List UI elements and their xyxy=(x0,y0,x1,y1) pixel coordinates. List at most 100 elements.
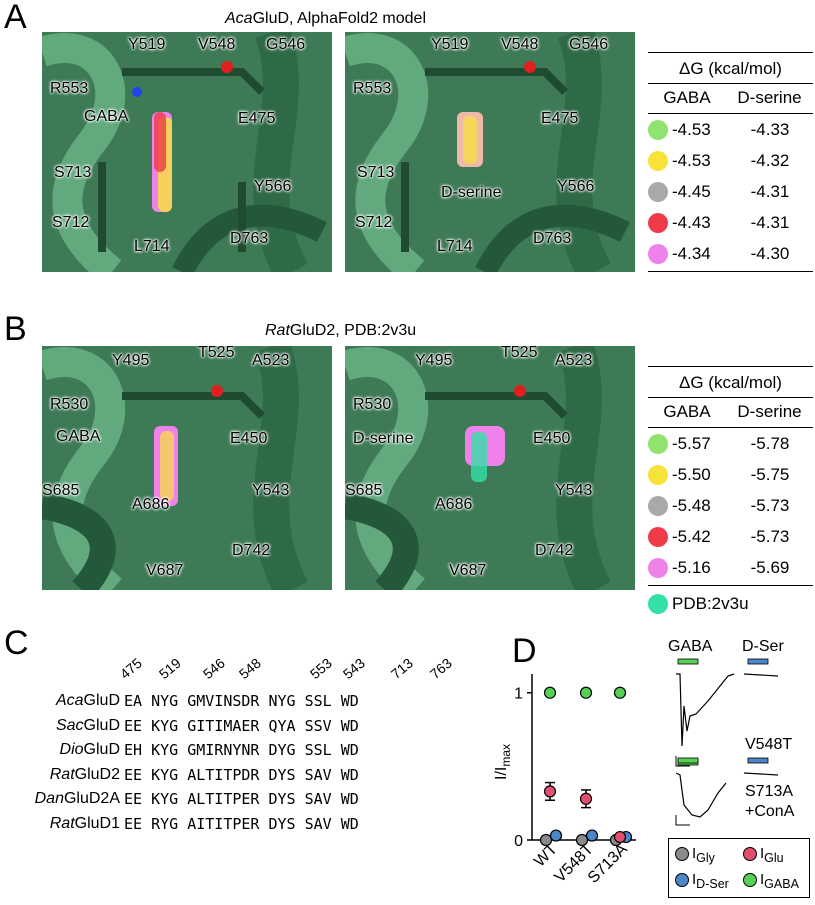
dg-dserine-value: -5.78 xyxy=(750,433,790,453)
structure-image-a-left: Y519 V548 G546 R553 GABA E475 S713 Y566 … xyxy=(42,32,332,272)
data-point-glu xyxy=(579,792,593,805)
mutant-dser-trace xyxy=(743,772,779,776)
dg-dserine-value: -4.30 xyxy=(750,243,790,263)
species-suffix: GluD2A xyxy=(63,790,120,807)
dg-gaba-value: -4.53 xyxy=(672,119,711,139)
alignment-row: DanGluD2A EE KYG ALTITPER DYS SAV WD xyxy=(20,790,480,814)
legend-sub: Gly xyxy=(696,851,715,865)
residue-label: V548 xyxy=(198,36,236,53)
y-tick-label: 0 xyxy=(514,833,523,850)
residue-label: S685 xyxy=(345,482,383,499)
sequence-text: EA NYG GMVINSDR NYG SSL WD xyxy=(124,692,359,710)
gaba-application-bar xyxy=(677,658,699,665)
species-suffix: GluD2 xyxy=(74,765,120,783)
species-name: SacGluD xyxy=(56,717,120,735)
dg-dserine-value: -5.73 xyxy=(750,526,790,546)
residue-label: Y566 xyxy=(557,178,595,195)
protein-ribbon-art xyxy=(42,32,327,272)
residue-position-number: 546 xyxy=(199,654,228,682)
dg-table-rule-top xyxy=(648,52,813,53)
scale-bar xyxy=(675,756,690,767)
color-swatch xyxy=(648,119,668,140)
panel-a-label: A xyxy=(4,0,27,36)
color-swatch xyxy=(648,212,668,233)
species-prefix: Dio xyxy=(59,741,84,758)
dg-gaba-value: -4.43 xyxy=(672,212,711,232)
residue-position-number: 763 xyxy=(426,654,455,682)
species-name: RatGluD1 xyxy=(50,815,120,833)
panel-c-label: C xyxy=(4,624,29,662)
dg-col-gaba: GABA xyxy=(663,402,711,421)
dg-table-row: -5.57 -5.78 xyxy=(648,428,813,459)
data-point-d-ser xyxy=(549,829,563,842)
sequence-text: EH KYG GMIRNYNR DYG SSL WD xyxy=(124,741,359,759)
panel-a-title: AcaGluD, AlphaFold2 model xyxy=(225,10,426,28)
color-swatch xyxy=(648,526,668,547)
dg-table-colheads: GABA D-serine xyxy=(648,84,813,108)
dg-table-row: -4.53 -4.32 xyxy=(648,145,813,176)
sequence-alignment: 475 519 546 548 553 543 713 763 AcaGluD EA NYG G… xyxy=(20,650,480,860)
species-prefix: Aca xyxy=(55,692,84,709)
species-prefix: Rat xyxy=(49,814,75,832)
residue-label: G546 xyxy=(569,36,609,53)
dg-table-row: -5.16 -5.69 xyxy=(648,552,813,583)
color-swatch xyxy=(648,433,668,454)
alignment-row: DioGluD EH KYG GMIRNYNR DYG SSL WD xyxy=(20,741,480,765)
residue-label: R530 xyxy=(353,396,392,413)
dg-dserine-value: -5.69 xyxy=(750,557,790,577)
residue-label: S713 xyxy=(357,164,395,181)
residue-label: V687 xyxy=(449,562,487,579)
color-swatch xyxy=(648,557,668,578)
dg-gaba-value: -5.50 xyxy=(672,464,711,484)
protein-ribbon-art xyxy=(345,32,630,272)
legend-item-gaba: IGABA xyxy=(743,871,799,891)
residue-label: A686 xyxy=(435,496,473,513)
residue-label: G546 xyxy=(266,36,306,53)
residue-label: V548 xyxy=(501,36,539,53)
residue-label: V687 xyxy=(146,562,184,579)
cona-label: +ConA xyxy=(745,803,795,820)
dg-table-rule xyxy=(648,113,813,114)
dg-table-row: -5.50 -5.75 xyxy=(648,459,813,490)
dg-table-rule-bottom xyxy=(648,585,813,586)
legend-symbol: I xyxy=(760,845,765,862)
electrophysiology-traces-2 xyxy=(675,757,779,826)
chart-legend: IGly IGlu ID-Ser IGABA xyxy=(668,838,810,898)
ligand-label: GABA xyxy=(56,428,101,445)
dg-table-rows: -5.57 -5.78 -5.50 -5.75 -5.48 -5.73 -5.42 -5.73… xyxy=(648,428,813,583)
residue-label: T525 xyxy=(198,346,235,361)
dg-table-header: ΔG (kcal/mol) xyxy=(648,367,813,398)
dg-table-a: ΔG (kcal/mol) GABA D-serine -4.53 -4.33 -4… xyxy=(648,52,813,272)
y-tick-label: 1 xyxy=(514,686,523,703)
dg-table-row: -4.53 -4.33 xyxy=(648,114,813,145)
alignment-row: RatGluD1 EE RYG AITITPER DYS SAV WD xyxy=(20,815,480,839)
residue-label: A523 xyxy=(555,352,593,369)
data-point-gly xyxy=(575,833,589,847)
dg-dserine-value: -4.32 xyxy=(750,150,790,170)
residue-label: Y543 xyxy=(555,482,593,499)
dser-trace-label: D-Ser xyxy=(742,638,784,655)
panel-b-title-rest: GluD2, PDB:2v3u xyxy=(289,322,417,339)
legend-dot xyxy=(743,873,757,888)
species-name: AcaGluD xyxy=(56,692,120,710)
residue-label: R530 xyxy=(50,396,89,413)
scale-bar xyxy=(675,815,690,826)
residue-label: E475 xyxy=(238,110,276,127)
v548t-label: V548T xyxy=(745,736,793,753)
legend-symbol: I xyxy=(692,845,697,862)
dg-dserine-value: -5.73 xyxy=(750,495,790,515)
dg-gaba-value: -4.34 xyxy=(672,243,711,263)
mutant-gaba-trace xyxy=(675,772,727,818)
wt-gaba-trace xyxy=(676,673,735,747)
legend-sub: GABA xyxy=(764,877,799,891)
pdb-label: PDB:2v3u xyxy=(672,594,749,613)
residue-position-number: 548 xyxy=(235,654,264,682)
protein-ribbon-art xyxy=(42,346,309,590)
legend-dot xyxy=(675,847,689,862)
dg-gaba-value: -5.16 xyxy=(672,557,711,577)
residue-label: Y495 xyxy=(415,352,453,369)
dg-col-gaba: GABA xyxy=(663,88,711,107)
species-name: DioGluD xyxy=(60,741,120,759)
residue-label: D763 xyxy=(533,230,572,247)
panel-b-title: RatGluD2, PDB:2v3u xyxy=(265,322,416,340)
